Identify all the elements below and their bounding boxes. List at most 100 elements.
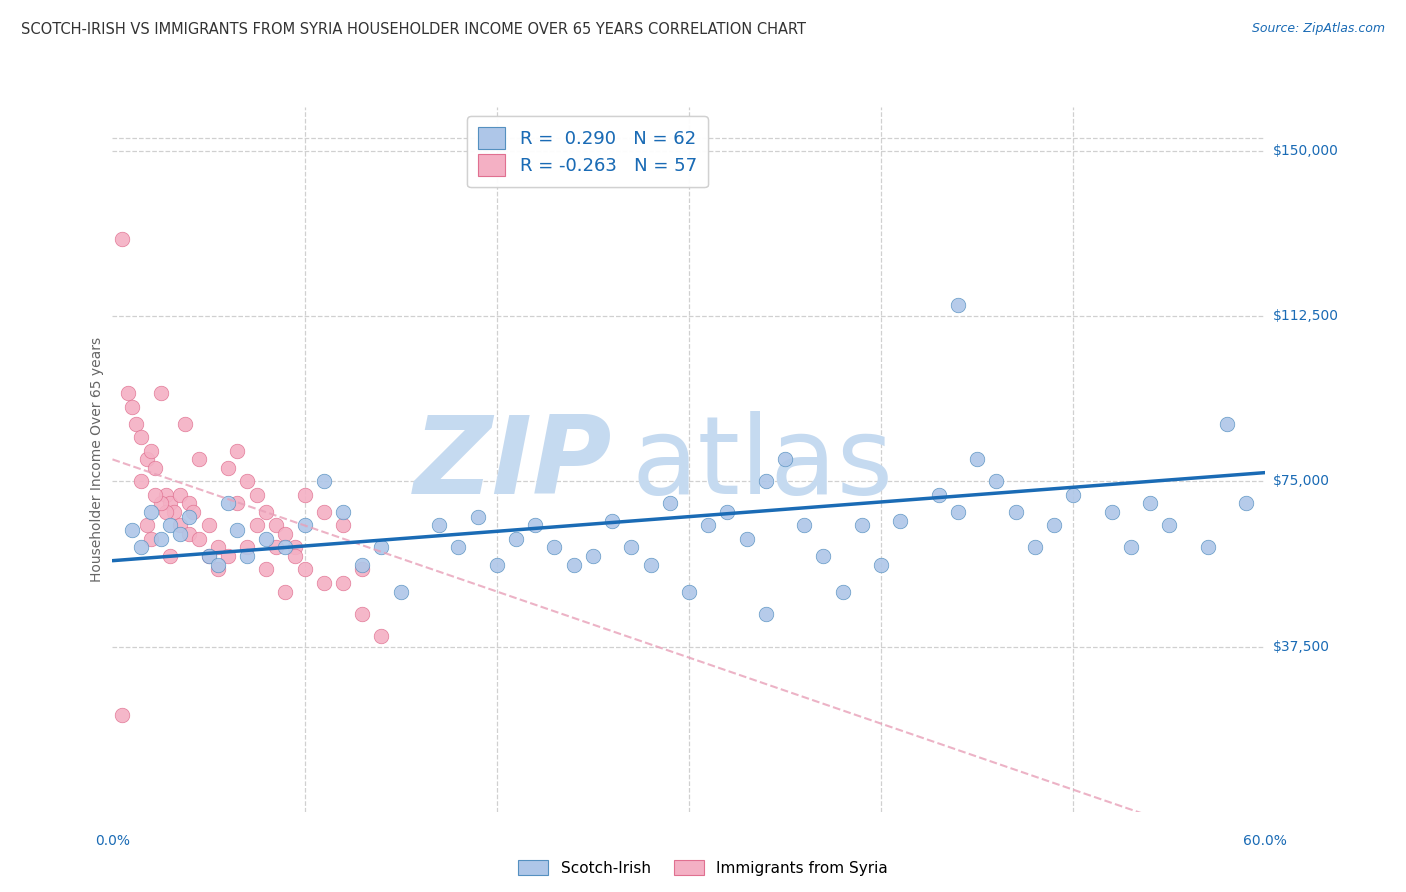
Point	[129, 475, 153, 489]
Point	[1043, 518, 1066, 533]
Point	[284, 541, 307, 555]
Point	[813, 549, 835, 564]
Point	[139, 532, 162, 546]
Point	[1159, 518, 1181, 533]
Point	[174, 417, 197, 431]
Point	[447, 541, 470, 555]
Point	[928, 487, 950, 501]
Point	[716, 505, 738, 519]
Point	[149, 386, 172, 401]
Point	[129, 541, 153, 555]
Point	[155, 487, 177, 501]
Point	[117, 386, 139, 401]
Point	[1062, 487, 1084, 501]
Point	[169, 527, 191, 541]
Point	[274, 527, 297, 541]
Point	[274, 584, 297, 599]
Text: $150,000: $150,000	[1272, 145, 1339, 158]
Point	[121, 523, 143, 537]
Point	[111, 707, 134, 722]
Point	[1197, 541, 1219, 555]
Point	[159, 518, 181, 533]
Point	[889, 514, 911, 528]
Point	[129, 430, 153, 444]
Point	[485, 558, 508, 573]
Point	[236, 475, 259, 489]
Point	[284, 549, 307, 564]
Point	[370, 541, 392, 555]
Point	[264, 518, 287, 533]
Point	[111, 232, 134, 246]
Point	[254, 562, 277, 576]
Point	[139, 443, 162, 458]
Point	[139, 505, 162, 519]
Point	[755, 475, 778, 489]
Point	[294, 487, 316, 501]
Point	[946, 298, 969, 312]
Point	[600, 514, 623, 528]
Point	[217, 549, 239, 564]
Point	[179, 509, 201, 524]
Point	[197, 518, 219, 533]
Point	[181, 505, 204, 519]
Point	[640, 558, 662, 573]
Point	[427, 518, 450, 533]
Point	[562, 558, 585, 573]
Text: atlas: atlas	[631, 411, 893, 516]
Point	[274, 541, 297, 555]
Point	[226, 443, 249, 458]
Point	[217, 461, 239, 475]
Point	[370, 628, 392, 642]
Point	[312, 575, 335, 590]
Point	[1004, 505, 1026, 519]
Point	[245, 487, 267, 501]
Point	[159, 549, 181, 564]
Point	[187, 532, 211, 546]
Point	[207, 541, 229, 555]
Point	[294, 518, 316, 533]
Text: Source: ZipAtlas.com: Source: ZipAtlas.com	[1251, 22, 1385, 36]
Point	[697, 518, 720, 533]
Point	[179, 527, 201, 541]
Point	[245, 518, 267, 533]
Point	[658, 496, 681, 510]
Point	[155, 505, 177, 519]
Point	[467, 509, 489, 524]
Point	[236, 541, 259, 555]
Text: SCOTCH-IRISH VS IMMIGRANTS FROM SYRIA HOUSEHOLDER INCOME OVER 65 YEARS CORRELATI: SCOTCH-IRISH VS IMMIGRANTS FROM SYRIA HO…	[21, 22, 806, 37]
Point	[678, 584, 700, 599]
Point	[169, 518, 191, 533]
Point	[582, 549, 605, 564]
Text: ZIP: ZIP	[413, 411, 612, 516]
Point	[226, 496, 249, 510]
Point	[524, 518, 547, 533]
Point	[159, 496, 181, 510]
Point	[505, 532, 527, 546]
Text: $112,500: $112,500	[1272, 310, 1339, 323]
Point	[136, 452, 159, 467]
Point	[793, 518, 815, 533]
Point	[870, 558, 893, 573]
Point	[986, 475, 1008, 489]
Point	[831, 584, 853, 599]
Point	[169, 487, 191, 501]
Point	[149, 496, 172, 510]
Point	[121, 400, 143, 414]
Point	[352, 558, 374, 573]
Point	[389, 584, 412, 599]
Point	[1216, 417, 1239, 431]
Point	[946, 505, 969, 519]
Point	[149, 532, 172, 546]
Point	[187, 452, 211, 467]
Point	[207, 558, 229, 573]
Point	[1234, 496, 1257, 510]
Point	[352, 607, 374, 621]
Point	[1119, 541, 1142, 555]
Point	[620, 541, 643, 555]
Point	[143, 487, 166, 501]
Point	[332, 518, 354, 533]
Point	[264, 541, 287, 555]
Point	[217, 496, 239, 510]
Text: 0.0%: 0.0%	[96, 834, 129, 848]
Point	[1101, 505, 1123, 519]
